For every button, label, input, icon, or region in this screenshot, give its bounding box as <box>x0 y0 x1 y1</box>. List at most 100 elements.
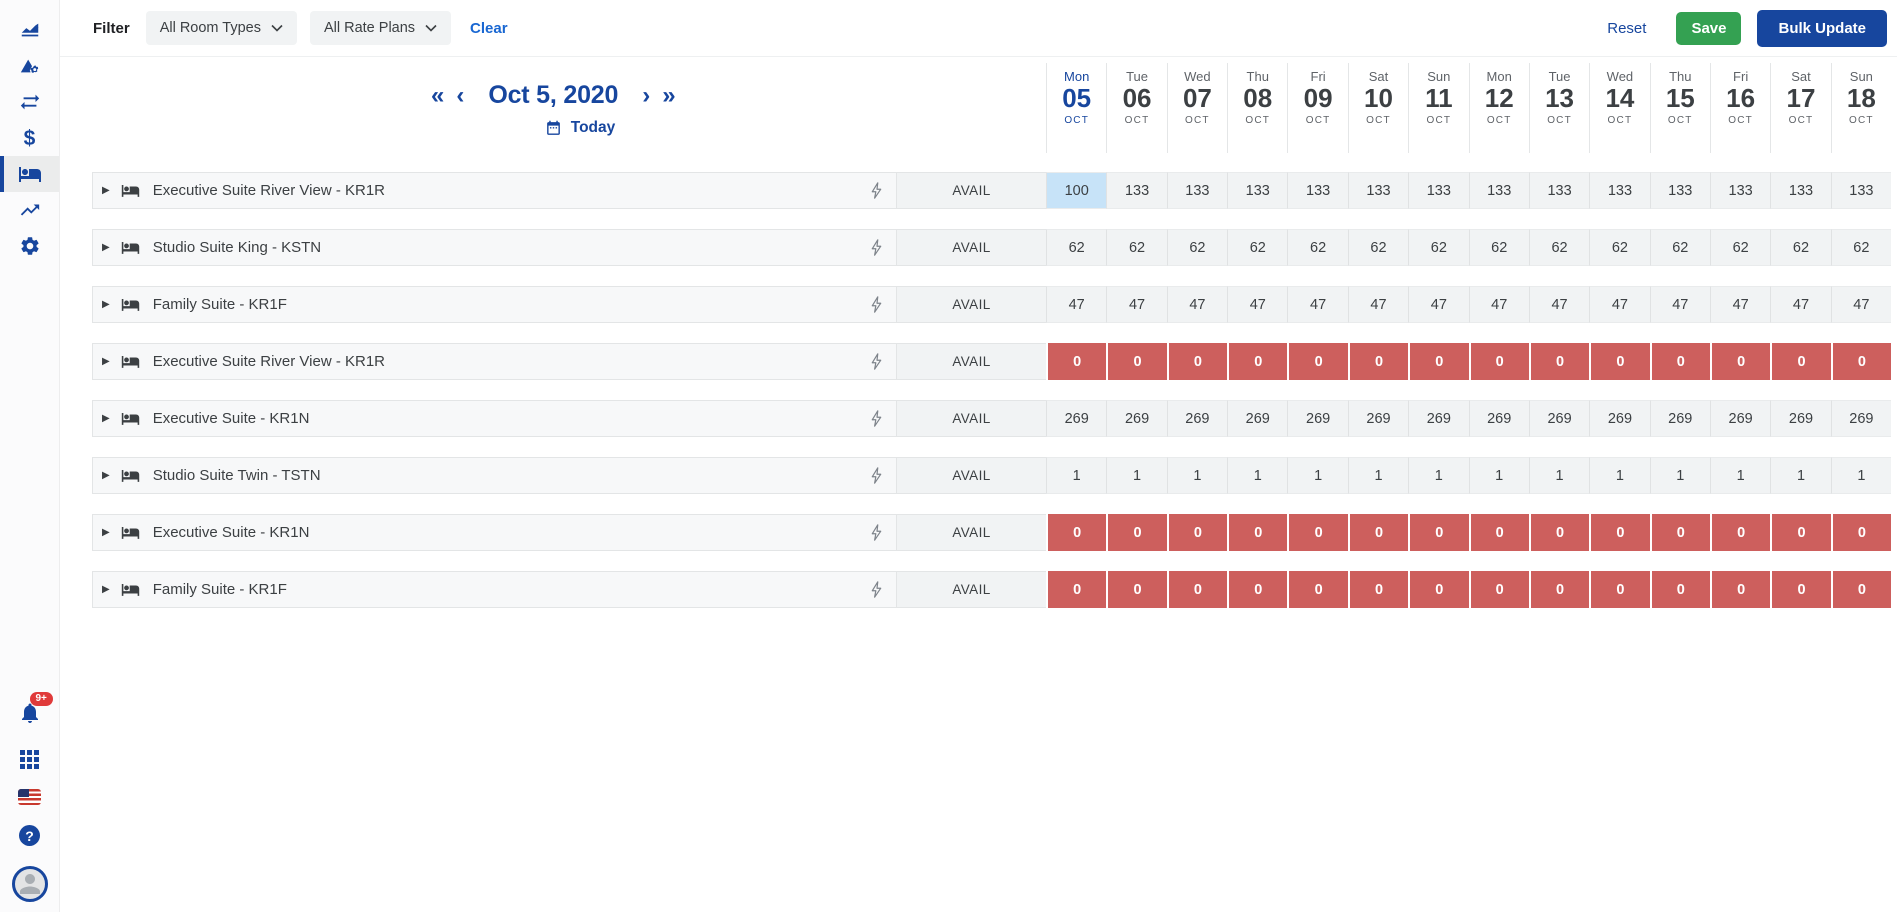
availability-cell[interactable]: 1 <box>1347 457 1409 494</box>
availability-cell[interactable]: 269 <box>1347 400 1409 437</box>
availability-cell[interactable]: 269 <box>1468 400 1529 437</box>
availability-cell[interactable]: 0 <box>1468 571 1529 608</box>
availability-cell[interactable]: 269 <box>1528 400 1590 437</box>
availability-cell[interactable]: 0 <box>1649 514 1710 551</box>
availability-cell[interactable]: 133 <box>1106 172 1167 209</box>
expand-row-icon[interactable]: ▶ <box>102 242 110 253</box>
availability-cell[interactable]: 133 <box>1528 172 1590 209</box>
availability-cell[interactable]: 1 <box>1408 457 1469 494</box>
availability-cell[interactable]: 47 <box>1468 286 1529 323</box>
bolt-icon[interactable] <box>870 353 883 370</box>
availability-cell[interactable]: 1 <box>1106 457 1167 494</box>
availability-cell[interactable]: 0 <box>1770 571 1831 608</box>
day-column-15[interactable]: Thu 15 OCT <box>1649 63 1710 153</box>
availability-cell[interactable]: 269 <box>1227 400 1288 437</box>
availability-cell[interactable]: 62 <box>1709 229 1771 266</box>
day-column-10[interactable]: Sat 10 OCT <box>1347 63 1408 153</box>
availability-cell[interactable]: 0 <box>1589 571 1650 608</box>
expand-row-icon[interactable]: ▶ <box>102 413 110 424</box>
room-row-header[interactable]: ▶ Executive Suite - KR1N <box>92 514 897 551</box>
availability-cell[interactable]: 47 <box>1166 286 1228 323</box>
availability-cell[interactable]: 0 <box>1528 514 1590 551</box>
availability-cell[interactable]: 62 <box>1528 229 1590 266</box>
availability-cell[interactable]: 269 <box>1709 400 1771 437</box>
room-row-header[interactable]: ▶ Family Suite - KR1F <box>92 286 897 323</box>
availability-cell[interactable]: 133 <box>1649 172 1710 209</box>
availability-cell[interactable]: 0 <box>1468 514 1529 551</box>
availability-cell[interactable]: 1 <box>1830 457 1892 494</box>
availability-cell[interactable]: 0 <box>1830 514 1892 551</box>
availability-cell[interactable]: 0 <box>1528 343 1590 380</box>
availability-cell[interactable]: 0 <box>1347 514 1409 551</box>
availability-cell[interactable]: 62 <box>1106 229 1167 266</box>
bolt-icon[interactable] <box>870 410 883 427</box>
availability-cell[interactable]: 62 <box>1830 229 1892 266</box>
availability-cell[interactable]: 269 <box>1589 400 1650 437</box>
availability-cell[interactable]: 47 <box>1227 286 1288 323</box>
availability-cell[interactable]: 1 <box>1468 457 1529 494</box>
day-column-06[interactable]: Tue 06 OCT <box>1106 63 1166 153</box>
bolt-icon[interactable] <box>870 581 883 598</box>
availability-cell[interactable]: 47 <box>1347 286 1409 323</box>
availability-cell[interactable]: 47 <box>1830 286 1892 323</box>
first-page-arrow[interactable]: « <box>431 81 445 109</box>
user-avatar[interactable] <box>11 866 48 902</box>
day-column-05[interactable]: Mon 05 OCT <box>1046 63 1106 153</box>
availability-cell[interactable]: 0 <box>1770 514 1831 551</box>
availability-cell[interactable]: 1 <box>1770 457 1831 494</box>
availability-cell[interactable]: 0 <box>1166 571 1228 608</box>
availability-cell[interactable]: 62 <box>1227 229 1288 266</box>
availability-cell[interactable]: 0 <box>1770 343 1831 380</box>
availability-cell[interactable]: 133 <box>1227 172 1288 209</box>
rate-plans-dropdown[interactable]: All Rate Plans <box>309 11 452 45</box>
expand-row-icon[interactable]: ▶ <box>102 299 110 310</box>
availability-cell[interactable]: 269 <box>1408 400 1469 437</box>
expand-row-icon[interactable]: ▶ <box>102 185 110 196</box>
availability-cell[interactable]: 1 <box>1227 457 1288 494</box>
room-row-header[interactable]: ▶ Executive Suite River View - KR1R <box>92 343 897 380</box>
availability-cell[interactable]: 1 <box>1709 457 1771 494</box>
availability-cell[interactable]: 100 <box>1046 172 1107 209</box>
availability-cell[interactable]: 269 <box>1106 400 1167 437</box>
bolt-icon[interactable] <box>870 524 883 541</box>
availability-cell[interactable]: 0 <box>1106 571 1167 608</box>
availability-cell[interactable]: 0 <box>1287 343 1348 380</box>
availability-cell[interactable]: 62 <box>1287 229 1348 266</box>
day-column-13[interactable]: Tue 13 OCT <box>1528 63 1589 153</box>
availability-cell[interactable]: 47 <box>1770 286 1831 323</box>
room-types-dropdown[interactable]: All Room Types <box>145 11 297 45</box>
availability-cell[interactable]: 0 <box>1468 343 1529 380</box>
availability-cell[interactable]: 1 <box>1166 457 1228 494</box>
trending-up-icon[interactable] <box>0 192 59 228</box>
day-column-18[interactable]: Sun 18 OCT <box>1830 63 1891 153</box>
availability-cell[interactable]: 0 <box>1166 343 1228 380</box>
day-column-16[interactable]: Fri 16 OCT <box>1709 63 1770 153</box>
availability-cell[interactable]: 269 <box>1287 400 1348 437</box>
availability-cell[interactable]: 133 <box>1770 172 1831 209</box>
availability-cell[interactable]: 47 <box>1408 286 1469 323</box>
previous-day-arrow[interactable]: ‹ <box>456 81 465 109</box>
availability-cell[interactable]: 62 <box>1468 229 1529 266</box>
last-page-arrow[interactable]: » <box>662 81 676 109</box>
next-day-arrow[interactable]: › <box>642 81 651 109</box>
availability-cell[interactable]: 1 <box>1649 457 1710 494</box>
availability-cell[interactable]: 47 <box>1709 286 1771 323</box>
availability-cell[interactable]: 269 <box>1770 400 1831 437</box>
day-column-17[interactable]: Sat 17 OCT <box>1770 63 1830 153</box>
availability-cell[interactable]: 0 <box>1046 514 1107 551</box>
availability-cell[interactable]: 133 <box>1468 172 1529 209</box>
settings-gear-icon[interactable] <box>0 228 59 264</box>
availability-cell[interactable]: 0 <box>1589 343 1650 380</box>
availability-cell[interactable]: 47 <box>1649 286 1710 323</box>
bolt-icon[interactable] <box>870 239 883 256</box>
availability-cell[interactable]: 0 <box>1287 514 1348 551</box>
expand-row-icon[interactable]: ▶ <box>102 527 110 538</box>
today-button[interactable]: Today <box>425 119 735 137</box>
availability-cell[interactable]: 62 <box>1408 229 1469 266</box>
availability-cell[interactable]: 47 <box>1106 286 1167 323</box>
dollar-icon[interactable]: $ <box>23 126 36 150</box>
availability-cell[interactable]: 47 <box>1287 286 1348 323</box>
availability-cell[interactable]: 269 <box>1649 400 1710 437</box>
availability-cell[interactable]: 62 <box>1649 229 1710 266</box>
availability-cell[interactable]: 62 <box>1347 229 1409 266</box>
